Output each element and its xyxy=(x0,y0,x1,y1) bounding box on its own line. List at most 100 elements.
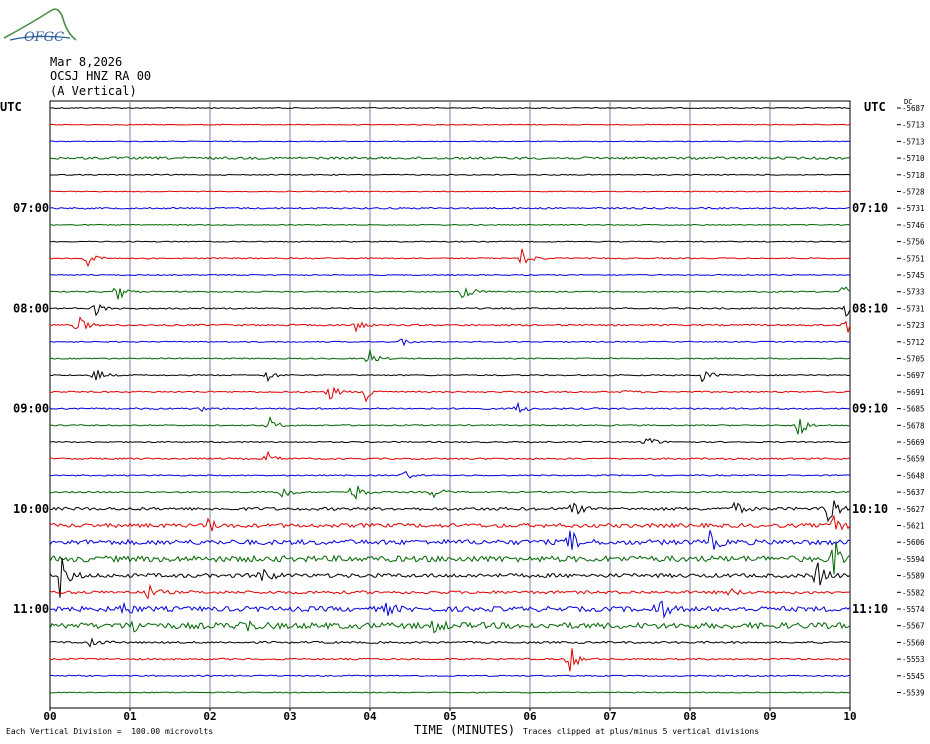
dc-offset-label: -5648 xyxy=(902,471,925,480)
utc-right-label: UTC xyxy=(864,100,886,114)
dc-offset-label: -5621 xyxy=(902,522,925,531)
dc-offset-label: -5728 xyxy=(902,188,925,197)
trace-red xyxy=(49,648,850,672)
trace-red xyxy=(49,316,851,333)
x-tick-label: 09 xyxy=(763,710,776,723)
x-tick-label: 08 xyxy=(683,710,696,723)
trace-black xyxy=(49,106,851,110)
trace-red xyxy=(49,123,851,126)
left-time-label: 10:00 xyxy=(13,502,49,516)
dc-offset-label: -5712 xyxy=(902,338,925,347)
logo-text: OFGC xyxy=(24,30,64,44)
dc-offset-label: -5713 xyxy=(902,137,925,146)
x-tick-label: 06 xyxy=(523,710,537,723)
dc-offset-label: -5733 xyxy=(902,288,925,297)
dc-offset-label: -5567 xyxy=(902,622,925,631)
dc-offset-label: -5685 xyxy=(902,405,925,414)
dc-offset-label: -5723 xyxy=(902,321,925,330)
trace-black xyxy=(49,240,851,243)
trace-red xyxy=(49,190,851,193)
dc-offset-label: -5669 xyxy=(902,438,925,447)
trace-black xyxy=(49,304,851,317)
trace-blue xyxy=(49,470,851,479)
dc-offset-label: -5705 xyxy=(902,355,925,364)
dc-offset-label: -5589 xyxy=(902,572,925,581)
clip-note: Traces clipped at plus/minus 5 vertical … xyxy=(523,727,760,736)
dc-offset-label: -5678 xyxy=(902,421,925,430)
left-time-label: 08:00 xyxy=(13,301,49,315)
trace-blue xyxy=(49,140,851,143)
dc-offset-label: -5659 xyxy=(902,455,925,464)
date-label: Mar 8,2026 xyxy=(50,55,123,69)
trace-blue xyxy=(49,273,851,277)
x-tick-label: 05 xyxy=(443,710,456,723)
trace-blue xyxy=(49,206,851,210)
left-time-label: 07:00 xyxy=(13,201,49,215)
trace-green xyxy=(49,415,851,435)
utc-left-label: UTC xyxy=(0,100,22,114)
trace-black xyxy=(49,557,851,598)
x-tick-label: 00 xyxy=(43,710,56,723)
dc-offset-label: -5560 xyxy=(902,638,925,647)
trace-red xyxy=(49,386,851,403)
trace-blue xyxy=(49,530,851,550)
trace-green xyxy=(49,541,851,575)
dc-offset-label: -5697 xyxy=(902,371,925,380)
x-tick-label: 04 xyxy=(363,710,377,723)
axis-labels: -5687 -5713 -5713 -5710 -5718 -5728 -5731 -5746… xyxy=(13,104,925,723)
dc-offset-label: -5539 xyxy=(902,689,925,698)
trace-black xyxy=(49,437,851,444)
trace-green xyxy=(49,620,851,634)
trace-red xyxy=(49,514,851,532)
dc-offset-label: -5606 xyxy=(902,538,925,547)
dc-offset-label: -5731 xyxy=(902,304,925,313)
trace-green xyxy=(49,349,851,363)
dc-label: DC xyxy=(904,98,913,106)
dc-offset-label: -5594 xyxy=(902,555,925,564)
right-time-label: 11:10 xyxy=(852,602,888,616)
trace-black xyxy=(50,500,851,523)
right-time-label: 08:10 xyxy=(852,301,888,315)
trace-green xyxy=(49,156,851,160)
dc-offset-label: -5746 xyxy=(902,221,925,230)
trace-red xyxy=(49,450,850,461)
x-axis-label: TIME (MINUTES) xyxy=(414,723,516,737)
trace-black xyxy=(49,370,851,383)
seismic-traces xyxy=(49,106,851,694)
trace-black xyxy=(49,637,851,648)
trace-blue xyxy=(49,600,851,619)
dc-offset-label: -5751 xyxy=(902,254,925,263)
right-time-label: 09:10 xyxy=(852,402,888,416)
ofgc-logo: OFGC xyxy=(0,4,80,48)
x-tick-label: 03 xyxy=(283,710,296,723)
trace-red xyxy=(49,583,851,600)
left-time-label: 11:00 xyxy=(13,602,49,616)
trace-green xyxy=(49,223,851,226)
left-time-label: 09:00 xyxy=(13,402,49,416)
trace-blue xyxy=(49,338,851,347)
dc-offset-label: -5637 xyxy=(902,488,925,497)
dc-offset-label: -5731 xyxy=(902,204,925,213)
scale-note: Each Vertical Division = 100.00 microvol… xyxy=(6,727,214,736)
dc-offset-label: -5627 xyxy=(902,505,925,514)
x-tick-label: 02 xyxy=(203,710,216,723)
right-time-label: 10:10 xyxy=(852,502,888,516)
dc-offset-label: -5545 xyxy=(902,672,925,681)
dc-offset-label: -5745 xyxy=(902,271,925,280)
trace-green xyxy=(49,485,851,500)
trace-green xyxy=(49,286,851,300)
trace-red xyxy=(49,248,851,268)
dc-offset-label: -5710 xyxy=(902,154,925,163)
trace-blue xyxy=(49,401,851,414)
component-label: (A Vertical) xyxy=(50,84,137,98)
station-label: OCSJ HNZ RA 00 xyxy=(50,69,152,83)
x-tick-label: 01 xyxy=(123,710,137,723)
trace-blue xyxy=(49,674,851,677)
dc-offset-label: -5756 xyxy=(902,238,925,247)
trace-green xyxy=(49,691,851,694)
dc-offset-label: -5713 xyxy=(902,121,925,130)
dc-offset-label: -5553 xyxy=(902,655,925,664)
x-tick-label: 07 xyxy=(603,710,616,723)
dc-offset-label: -5718 xyxy=(902,171,925,180)
